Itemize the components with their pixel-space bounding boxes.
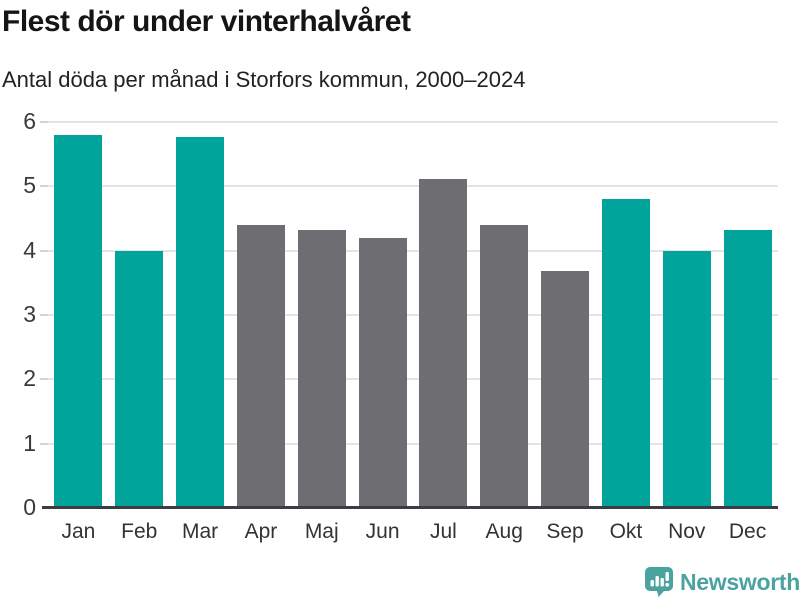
y-axis-label-6: 6	[23, 108, 36, 134]
gridline-y5	[48, 185, 778, 188]
gridline-y6	[48, 121, 778, 123]
bar-aug	[480, 224, 529, 508]
bar-apr	[236, 224, 285, 508]
gridline-y2	[48, 378, 778, 381]
y-axis-label-5: 5	[23, 172, 36, 199]
x-axis-line	[42, 506, 778, 509]
gridline-y1	[48, 442, 778, 445]
y-axis-label-4: 4	[23, 236, 36, 263]
gridline-y3	[48, 314, 778, 316]
x-axis-label-feb: Feb	[121, 520, 158, 543]
x-axis-label-mar: Mar	[181, 520, 219, 543]
bar-jun	[358, 237, 407, 508]
brand-footer: Newsworthy	[645, 567, 800, 597]
x-axis-label-jun: Jun	[365, 520, 400, 543]
bar-dec	[723, 230, 772, 508]
x-axis-label-okt: Okt	[609, 520, 643, 543]
bar-jul	[419, 178, 468, 508]
x-axis-label-aug: Aug	[485, 520, 523, 543]
x-axis-label-apr: Apr	[244, 520, 278, 543]
x-axis-label-jul: Jul	[429, 520, 457, 543]
y-axis-label-3: 3	[23, 301, 36, 327]
x-axis-label-dec: Dec	[728, 520, 767, 543]
chart-title: Flest dör under vinterhalvåret	[2, 5, 411, 38]
y-axis-label-1: 1	[23, 429, 36, 456]
x-axis-label-jan: Jan	[61, 520, 96, 543]
x-axis-label-maj: Maj	[304, 520, 339, 543]
x-axis-label-nov: Nov	[668, 520, 706, 543]
bar-maj	[297, 230, 346, 508]
bar-nov	[662, 250, 711, 508]
y-axis-label-2: 2	[23, 365, 36, 392]
bar-chart-speech-bubble-icon	[645, 567, 673, 597]
brand-name: Newsworthy	[680, 568, 800, 595]
x-axis-label-sep: Sep	[546, 520, 584, 543]
gridline-y4	[48, 249, 778, 252]
bar-feb	[115, 250, 164, 508]
bar-mar	[176, 137, 225, 508]
bar-okt	[601, 199, 650, 508]
bar-sep	[541, 271, 590, 508]
bar-jan	[54, 134, 103, 508]
chart-subtitle: Antal döda per månad i Storfors kommun, …	[2, 67, 526, 92]
plot-area	[48, 121, 778, 508]
y-axis-label-0: 0	[23, 494, 36, 520]
